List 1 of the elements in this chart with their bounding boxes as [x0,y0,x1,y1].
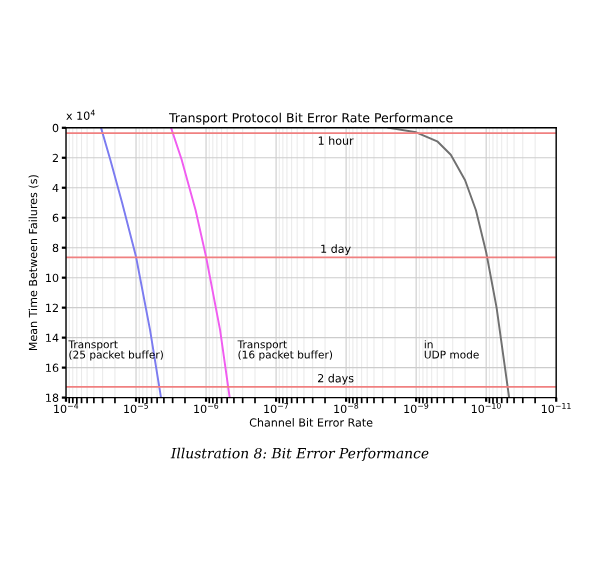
line-series [170,127,231,398]
